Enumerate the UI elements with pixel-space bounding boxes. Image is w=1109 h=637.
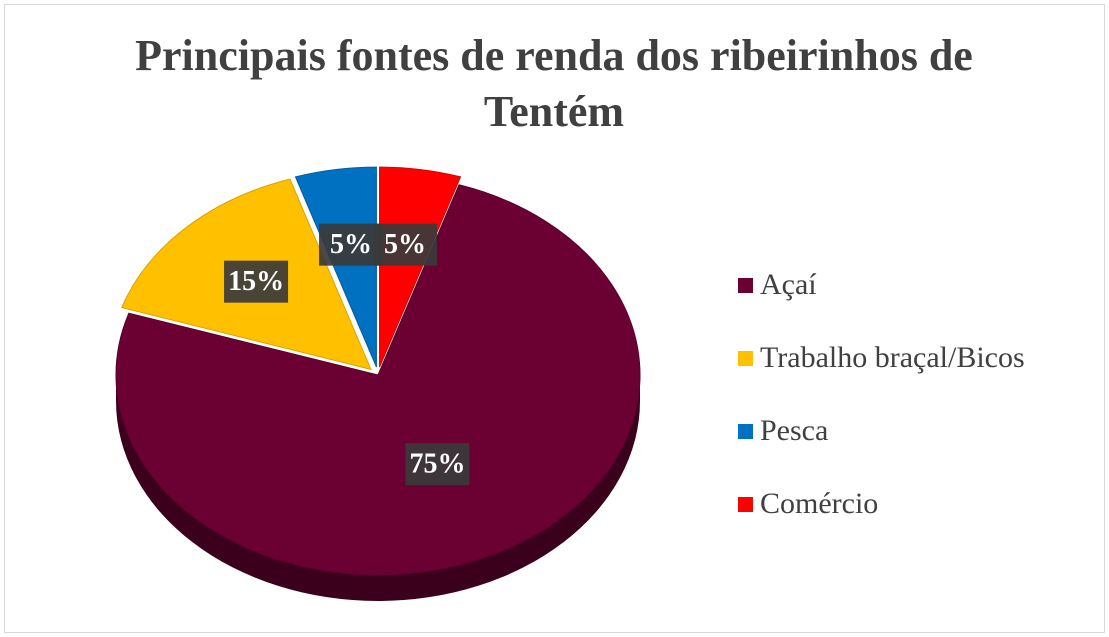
legend-swatch — [738, 424, 753, 439]
chart-title: Principais fontes de renda dos ribeirinh… — [135, 31, 973, 136]
data-label-box — [224, 260, 289, 303]
legend-swatch — [738, 278, 753, 293]
legend-label: Trabalho braçal/Bicos — [760, 341, 1025, 374]
pie-slice — [379, 166, 462, 368]
data-label: 75% — [409, 449, 465, 480]
legend-swatch — [738, 351, 753, 366]
data-label: 5% — [330, 229, 372, 260]
data-label-box — [319, 223, 384, 266]
data-label: 15% — [228, 266, 284, 297]
data-label: 5% — [384, 229, 426, 260]
pie-slice — [115, 184, 641, 576]
legend-label: Açaí — [760, 268, 817, 301]
legend-swatch — [738, 497, 753, 512]
data-label-box — [372, 223, 437, 266]
data-label-box — [405, 443, 470, 486]
pie-slice — [294, 166, 377, 368]
legend-label: Pesca — [760, 414, 828, 447]
legend-label: Comércio — [760, 487, 878, 520]
